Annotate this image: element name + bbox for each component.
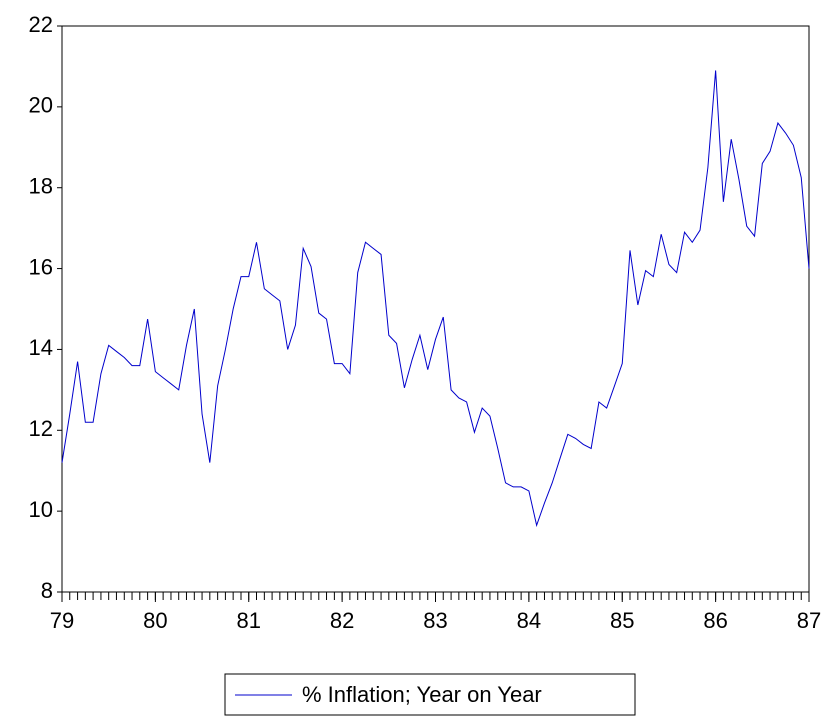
y-tick-label: 10 <box>29 497 53 522</box>
x-tick-label: 81 <box>237 608 261 633</box>
line-series <box>61 70 810 528</box>
x-tick-label: 83 <box>423 608 447 633</box>
x-tick-label: 82 <box>330 608 354 633</box>
y-tick-label: 20 <box>29 93 53 118</box>
y-tick-label: 16 <box>29 254 53 279</box>
y-tick-label: 22 <box>29 12 53 37</box>
y-tick-label: 14 <box>29 335 53 360</box>
y-tick-label: 8 <box>41 578 53 603</box>
x-tick-label: 85 <box>610 608 634 633</box>
legend-box <box>224 673 636 716</box>
x-tick-label: 87 <box>797 608 821 633</box>
y-tick-label: 18 <box>29 174 53 199</box>
x-tick-label: 86 <box>703 608 727 633</box>
y-tick-label: 12 <box>29 416 53 441</box>
legend-label: % Inflation; Year on Year <box>302 682 542 707</box>
x-tick-label: 79 <box>50 608 74 633</box>
x-tick-label: 84 <box>517 608 541 633</box>
plot-frame <box>61 25 810 593</box>
x-tick-label: 80 <box>143 608 167 633</box>
